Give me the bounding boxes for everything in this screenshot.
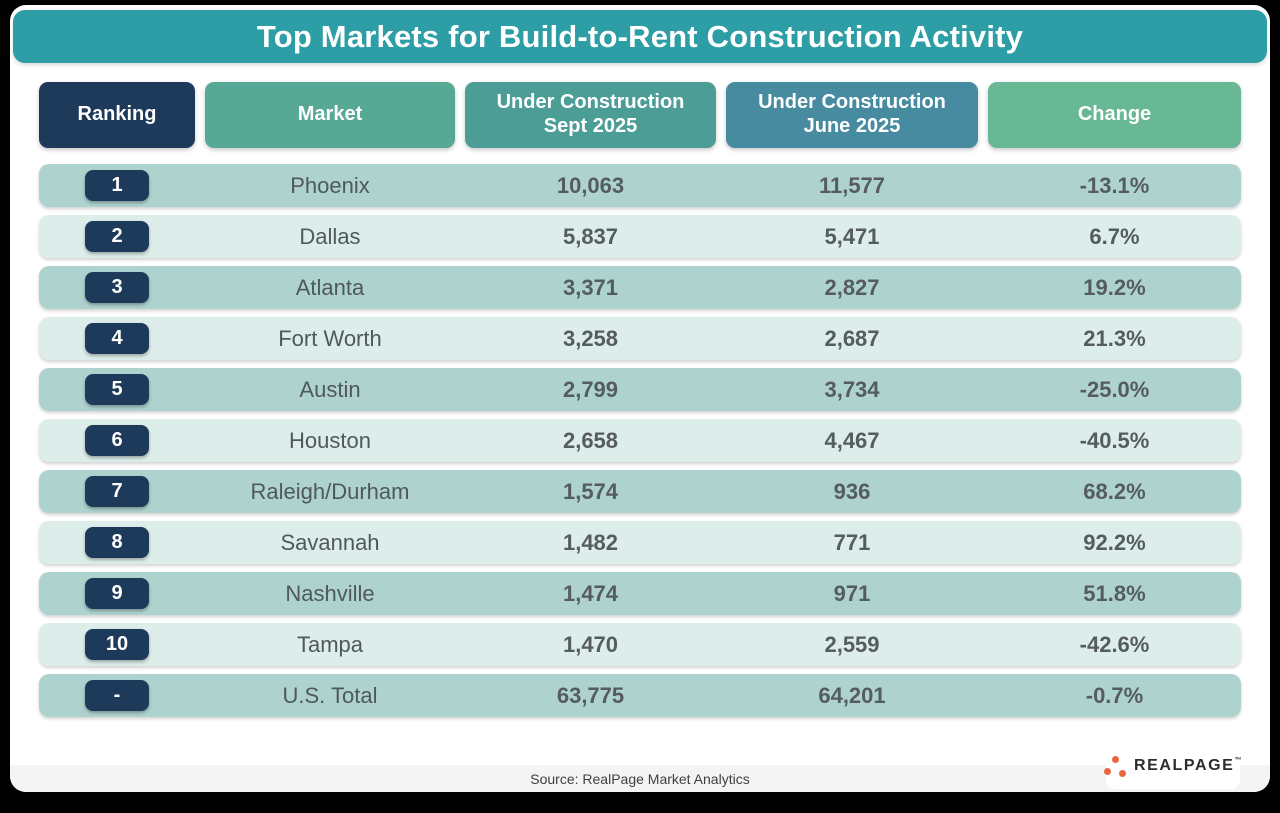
uc-june-value: 2,687 — [824, 325, 880, 351]
column-header-market: Market — [205, 82, 455, 148]
column-header-label-line1: Under Construction — [758, 91, 946, 114]
change-value: 68.2% — [1083, 478, 1146, 504]
uc-june-value: 64,201 — [818, 682, 886, 708]
uc-june-value: 936 — [833, 478, 871, 504]
rank-badge: 8 — [85, 527, 149, 558]
uc-june-value: 771 — [833, 529, 871, 555]
column-header-label: Market — [297, 103, 363, 126]
column-header-change: Change — [988, 82, 1241, 148]
source-bar: Source: RealPage Market Analytics — [10, 765, 1270, 792]
uc-june-value: 3,734 — [824, 376, 880, 402]
uc-sept-value: 1,470 — [562, 631, 619, 657]
uc-sept-value: 2,799 — [562, 376, 619, 402]
column-header-label-line2: Sept 2025 — [543, 115, 638, 137]
change-value: 51.8% — [1083, 580, 1146, 606]
realpage-wordmark: REALPAGE™ — [1133, 757, 1244, 774]
uc-june-value: 971 — [833, 580, 871, 606]
uc-june-value: 2,559 — [824, 631, 880, 657]
change-value: -42.6% — [1079, 631, 1150, 657]
uc-june-value: 2,827 — [824, 274, 880, 300]
column-header-label: Change — [1077, 103, 1152, 126]
title-banner: Top Markets for Build-to-Rent Constructi… — [13, 10, 1267, 63]
uc-sept-value: 3,258 — [562, 325, 619, 351]
uc-sept-value: 2,658 — [562, 427, 619, 453]
market-name: Savannah — [280, 529, 380, 555]
uc-sept-value: 1,574 — [562, 478, 619, 504]
market-name: Fort Worth — [278, 325, 382, 351]
column-header-ranking: Ranking — [39, 82, 195, 148]
table-row: 8 Savannah 1,482 771 92.2% — [39, 521, 1241, 564]
rank-badge: 1 — [85, 170, 149, 201]
table-row: 2 Dallas 5,837 5,471 6.7% — [39, 215, 1241, 258]
market-name: U.S. Total — [282, 682, 378, 708]
table-row: 10 Tampa 1,470 2,559 -42.6% — [39, 623, 1241, 666]
change-value: 21.3% — [1083, 325, 1146, 351]
table-body: 1 Phoenix 10,063 11,577 -13.1% 2 Dallas … — [39, 164, 1241, 725]
table-row: 5 Austin 2,799 3,734 -25.0% — [39, 368, 1241, 411]
uc-sept-value: 63,775 — [556, 682, 625, 708]
table-row: 3 Atlanta 3,371 2,827 19.2% — [39, 266, 1241, 309]
column-header-under-construction-sept: Under Construction Sept 2025 — [465, 82, 716, 148]
change-value: -13.1% — [1079, 172, 1150, 198]
infographic-card: Top Markets for Build-to-Rent Constructi… — [10, 5, 1270, 792]
rank-badge: 7 — [85, 476, 149, 507]
uc-sept-value: 5,837 — [562, 223, 619, 249]
rank-badge: 6 — [85, 425, 149, 456]
market-name: Phoenix — [290, 172, 370, 198]
change-value: 19.2% — [1083, 274, 1146, 300]
rank-badge: 3 — [85, 272, 149, 303]
table-row: 6 Houston 2,658 4,467 -40.5% — [39, 419, 1241, 462]
page-title: Top Markets for Build-to-Rent Constructi… — [256, 18, 1024, 54]
uc-sept-value: 10,063 — [556, 172, 625, 198]
column-header-label: Ranking — [77, 103, 157, 126]
table-row: 9 Nashville 1,474 971 51.8% — [39, 572, 1241, 615]
market-name: Raleigh/Durham — [250, 478, 410, 504]
change-value: -40.5% — [1079, 427, 1150, 453]
table-row: 4 Fort Worth 3,258 2,687 21.3% — [39, 317, 1241, 360]
column-header-label-line1: Under Construction — [496, 91, 685, 114]
realpage-dots-icon — [1103, 755, 1127, 778]
uc-sept-value: 1,474 — [562, 580, 619, 606]
uc-sept-value: 1,482 — [562, 529, 619, 555]
uc-june-value: 5,471 — [824, 223, 880, 249]
realpage-logo: REALPAGE™ — [1103, 743, 1244, 789]
uc-sept-value: 3,371 — [562, 274, 619, 300]
table-header-row: Ranking Market Under Construction Sept 2… — [39, 82, 1241, 148]
rank-badge: 2 — [85, 221, 149, 252]
trademark-mark: ™ — [1234, 757, 1244, 764]
change-value: -25.0% — [1079, 376, 1150, 402]
rank-badge: 4 — [85, 323, 149, 354]
market-name: Austin — [299, 376, 361, 402]
uc-june-value: 4,467 — [824, 427, 880, 453]
table-row-us-total: - U.S. Total 63,775 64,201 -0.7% — [39, 674, 1241, 717]
change-value: -0.7% — [1085, 682, 1144, 708]
market-name: Tampa — [296, 631, 364, 657]
rank-badge: 10 — [85, 629, 149, 660]
change-value: 6.7% — [1089, 223, 1140, 249]
market-name: Dallas — [299, 223, 361, 249]
uc-june-value: 11,577 — [818, 172, 886, 198]
rank-badge: 5 — [85, 374, 149, 405]
rank-badge: 9 — [85, 578, 149, 609]
table-row: 7 Raleigh/Durham 1,574 936 68.2% — [39, 470, 1241, 513]
change-value: 92.2% — [1083, 529, 1146, 555]
market-name: Nashville — [285, 580, 375, 606]
column-header-under-construction-june: Under Construction June 2025 — [726, 82, 978, 148]
market-name: Atlanta — [295, 274, 365, 300]
table-row: 1 Phoenix 10,063 11,577 -13.1% — [39, 164, 1241, 207]
source-text: Source: RealPage Market Analytics — [530, 770, 750, 787]
market-name: Houston — [289, 427, 371, 453]
rank-badge: - — [85, 680, 149, 711]
column-header-label-line2: June 2025 — [803, 115, 901, 137]
